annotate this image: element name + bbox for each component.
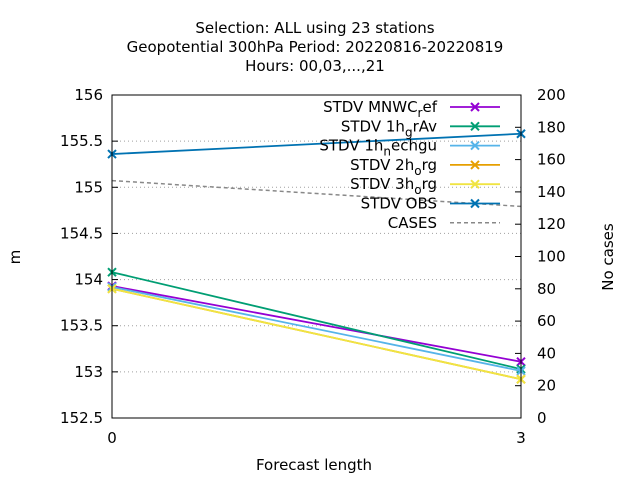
legend-label-main: STDV MNWC bbox=[323, 98, 417, 116]
series-line bbox=[111, 287, 522, 381]
legend-label-subscript: o bbox=[414, 164, 421, 178]
y2-tick-label: 40 bbox=[537, 344, 556, 362]
legend-label-main: STDV OBS bbox=[361, 195, 437, 213]
legend-label-rest: rg bbox=[422, 175, 437, 193]
legend-label: STDV OBS bbox=[361, 195, 437, 213]
y2-tick-label: 0 bbox=[537, 409, 547, 427]
series-line bbox=[111, 286, 522, 372]
y-tick-label: 154 bbox=[74, 271, 103, 289]
y2-tick-label: 100 bbox=[537, 248, 566, 266]
y-axis-label: m bbox=[6, 250, 24, 265]
title-line-2: Geopotential 300hPa Period: 20220816-202… bbox=[127, 38, 504, 56]
legend-label-subscript: o bbox=[414, 183, 421, 197]
y2-tick-label: 160 bbox=[537, 151, 566, 169]
legend-label-subscript: r bbox=[418, 106, 423, 120]
legend-marker-stroke-b bbox=[470, 198, 480, 209]
y2-tick-label: 200 bbox=[537, 86, 566, 104]
chart-title: Selection: ALL using 23 stations Geopote… bbox=[127, 19, 504, 75]
x-axis-label: Forecast length bbox=[256, 456, 372, 474]
legend-label-main: STDV 1h bbox=[341, 117, 405, 135]
legend-label-rest: ef bbox=[422, 98, 437, 116]
legend-label-main: STDV 3h bbox=[350, 175, 414, 193]
title-line-1: Selection: ALL using 23 stations bbox=[195, 19, 434, 37]
legend-marker-stroke-b bbox=[470, 140, 480, 151]
legend-label-rest: echgu bbox=[391, 137, 437, 155]
series-0 bbox=[107, 281, 526, 367]
y2-tick-label: 20 bbox=[537, 377, 556, 395]
y-tick-label: 153.5 bbox=[60, 317, 103, 335]
legend-label: STDV MNWCref bbox=[323, 98, 438, 120]
legend-marker-stroke-b bbox=[470, 121, 480, 132]
series-6 bbox=[111, 179, 522, 208]
legend-label-main: STDV 2h bbox=[350, 156, 414, 174]
legend-entry: STDV 3horg bbox=[350, 175, 500, 197]
grid-lines bbox=[112, 140, 521, 373]
legend-label-main: CASES bbox=[388, 214, 437, 232]
legend-marker bbox=[470, 102, 480, 112]
legend-marker-stroke-b bbox=[470, 160, 480, 170]
legend-marker bbox=[470, 160, 480, 170]
legend-label: STDV 1hgrAv bbox=[341, 117, 437, 139]
legend-label-rest: rAv bbox=[413, 117, 438, 135]
legend-label-subscript: n bbox=[383, 145, 391, 159]
y2-tick-label: 80 bbox=[537, 280, 556, 298]
series-5 bbox=[107, 129, 526, 159]
legend-label-rest: rg bbox=[422, 156, 437, 174]
legend-entry: CASES bbox=[388, 214, 500, 232]
legend-label: STDV 1hnechgu bbox=[319, 137, 437, 159]
legend-entry: STDV OBS bbox=[361, 195, 500, 213]
legend-marker bbox=[470, 121, 480, 132]
legend-label: STDV 3horg bbox=[350, 175, 437, 197]
y-tick-label: 156 bbox=[74, 86, 103, 104]
y-tick-label: 153 bbox=[74, 363, 103, 381]
y-tick-label: 155.5 bbox=[60, 132, 103, 150]
series-1 bbox=[107, 267, 526, 374]
legend-marker bbox=[470, 179, 480, 189]
legend-label: STDV 2horg bbox=[350, 156, 437, 178]
legend-label: CASES bbox=[388, 214, 437, 232]
legend-entry: STDV MNWCref bbox=[323, 98, 500, 120]
series-line bbox=[111, 285, 522, 363]
title-line-3: Hours: 00,03,...,21 bbox=[245, 57, 385, 75]
legend-label-main: STDV 1h bbox=[319, 137, 383, 155]
y2-axis-label: No cases bbox=[599, 223, 617, 291]
series-line bbox=[111, 271, 522, 370]
legend-entry: STDV 1hnechgu bbox=[319, 137, 500, 159]
y2-axis-ticks: 0 20 40 60 80 100 120 140 160 180 200 bbox=[515, 86, 566, 427]
series-line bbox=[111, 132, 522, 155]
y-tick-label: 152.5 bbox=[60, 409, 103, 427]
series-line bbox=[111, 179, 522, 208]
y2-tick-label: 180 bbox=[537, 118, 566, 136]
legend-marker bbox=[470, 140, 480, 151]
legend-marker-stroke-b bbox=[470, 102, 480, 112]
y-tick-label: 154.5 bbox=[60, 224, 103, 242]
legend-label-subscript: g bbox=[405, 125, 413, 139]
y2-tick-label: 120 bbox=[537, 215, 566, 233]
legend-marker-stroke-b bbox=[470, 179, 480, 189]
y2-tick-label: 140 bbox=[537, 183, 566, 201]
legend-marker bbox=[470, 198, 480, 209]
x-tick-label: 0 bbox=[107, 429, 117, 447]
x-tick-label: 3 bbox=[516, 429, 526, 447]
series-layer bbox=[107, 129, 526, 384]
y2-tick-label: 60 bbox=[537, 312, 556, 330]
legend-entry: STDV 2horg bbox=[350, 156, 500, 178]
legend-entry: STDV 1hgrAv bbox=[341, 117, 500, 139]
y-axis-ticks: 152.5 153 153.5 154 154.5 155 155.5 156 bbox=[60, 86, 118, 427]
y-tick-label: 155 bbox=[74, 178, 103, 196]
